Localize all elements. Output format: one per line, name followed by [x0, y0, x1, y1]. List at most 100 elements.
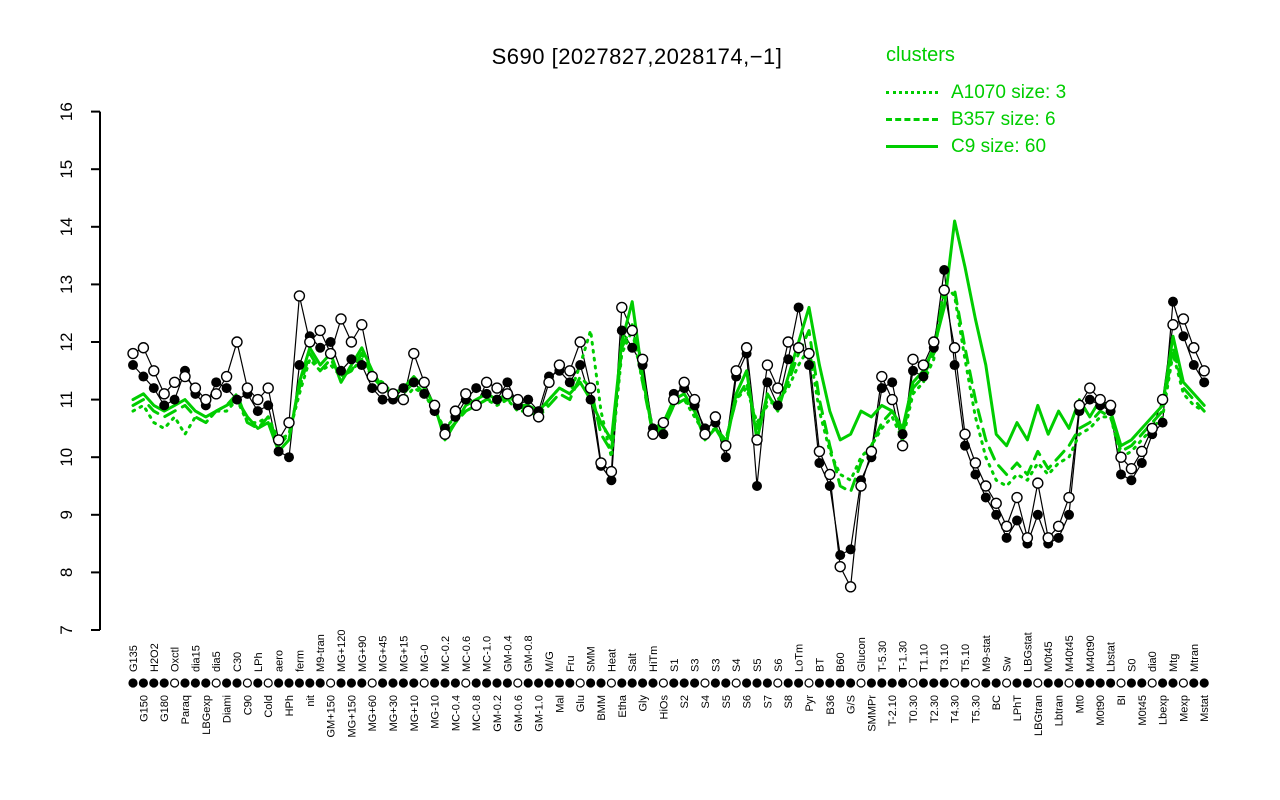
condition-label-bottom: T5.30 [970, 695, 982, 723]
condition-label-bottom: MC-0.4 [450, 695, 462, 731]
open-point [886, 393, 898, 406]
filled-point [908, 365, 918, 376]
dashed-line-icon [886, 118, 938, 121]
axis-filled-dot [866, 678, 877, 688]
y-tick-label: 9 [57, 510, 76, 519]
axis-filled-dot [128, 678, 138, 688]
axis-filled-dot [939, 678, 949, 688]
axis-filled-dot [825, 678, 835, 688]
filled-point [1188, 360, 1199, 371]
condition-label-top: MG+15 [398, 636, 410, 672]
axis-filled-dot [721, 678, 731, 688]
condition-label-bottom: M0t90 [1095, 695, 1107, 726]
axis-filled-dot [1157, 678, 1168, 688]
open-point [1021, 532, 1034, 544]
open-point [241, 382, 254, 394]
open-point [397, 393, 410, 406]
condition-label-top: Mtran [1189, 644, 1201, 672]
condition-label-bottom: Lbtran [1054, 695, 1066, 726]
open-point [1156, 393, 1169, 406]
filled-point [128, 360, 138, 371]
axis-filled-dot [814, 678, 825, 688]
condition-label-bottom: Cold [263, 695, 275, 718]
filled-point [481, 388, 492, 399]
condition-label-top: Oxctl [170, 647, 182, 672]
axis-filled-dot [648, 678, 658, 688]
condition-label-bottom: MG-10 [430, 695, 442, 729]
open-point [647, 428, 659, 440]
axis-filled-dot [835, 678, 845, 688]
condition-label-bottom: MG+30 [388, 695, 400, 731]
filled-point [814, 457, 825, 468]
filled-point [783, 354, 794, 365]
condition-label-top: LPh [253, 652, 265, 672]
axis-filled-dot [482, 678, 492, 688]
filled-point [273, 446, 284, 457]
axis-open-dot [367, 678, 377, 688]
axis-filled-dot [492, 678, 502, 688]
filled-point [627, 342, 638, 353]
filled-point [1032, 509, 1043, 520]
condition-label-top: T-5.30 [877, 641, 889, 672]
filled-point [336, 365, 346, 376]
open-point [366, 370, 378, 383]
open-point [959, 428, 971, 440]
axis-filled-dot [274, 678, 284, 688]
condition-label-bottom: nit [305, 695, 317, 707]
legend-label: C9 size: 60 [951, 135, 1047, 157]
axis-open-dot [1178, 678, 1189, 688]
condition-label-top: Fru [565, 656, 577, 673]
condition-label-top: C30 [232, 652, 244, 672]
condition-label-bottom: GM-0.6 [513, 695, 525, 732]
axis-filled-dot [149, 678, 159, 688]
condition-axis-markers [128, 678, 1209, 688]
open-point [137, 342, 150, 354]
open-point [595, 457, 607, 469]
open-point [1032, 477, 1044, 489]
y-tick-label: 8 [57, 568, 76, 577]
axis-filled-dot [180, 678, 190, 688]
open-point [1136, 445, 1148, 458]
filled-point [356, 360, 367, 371]
open-point [512, 393, 524, 406]
condition-label-bottom: GM-0.2 [492, 695, 504, 732]
open-point [1167, 319, 1179, 331]
open-point [907, 353, 919, 365]
open-point [990, 497, 1002, 509]
condition-label-bottom: LBGtran [1033, 695, 1045, 736]
condition-label-bottom: Paraq [180, 695, 192, 724]
open-point [262, 382, 274, 394]
axis-open-dot [773, 678, 783, 688]
filled-point [492, 394, 502, 405]
open-point [460, 388, 472, 400]
condition-label-top: GM-0.4 [502, 635, 514, 672]
condition-label-top: S0 [1126, 659, 1138, 672]
filled-point [1168, 296, 1178, 307]
filled-point [502, 377, 513, 388]
open-point [543, 376, 555, 389]
condition-label-top: G135 [128, 645, 140, 672]
condition-label-bottom: Diami [222, 695, 234, 723]
y-tick-label: 16 [57, 102, 76, 121]
condition-label-top: LBGstat [1022, 632, 1034, 672]
condition-label-bottom: G180 [159, 695, 171, 722]
open-point [928, 336, 940, 348]
data-point-markers [127, 265, 1210, 593]
chart-title: S690 [2027827,2028174,−1] [491, 44, 783, 69]
axis-open-dot [949, 678, 960, 688]
open-point [408, 347, 420, 360]
axis-filled-dot [315, 678, 325, 688]
condition-label-top: T5.10 [960, 644, 972, 672]
open-point [813, 445, 826, 458]
open-point [1198, 365, 1210, 377]
axis-filled-dot [585, 678, 596, 688]
filled-point [471, 383, 482, 394]
condition-label-top: MG+120 [336, 630, 348, 673]
axis-filled-dot [783, 678, 793, 688]
filled-point [887, 377, 898, 388]
axis-filled-dot [762, 678, 773, 688]
open-point [896, 439, 909, 452]
x-axis-labels: G135 G150 H2O2 G180 Oxctl Paraq dia15 LBGexp dia… [128, 630, 1211, 738]
axis-filled-dot [877, 678, 887, 688]
condition-label-top: MG+45 [378, 636, 390, 672]
